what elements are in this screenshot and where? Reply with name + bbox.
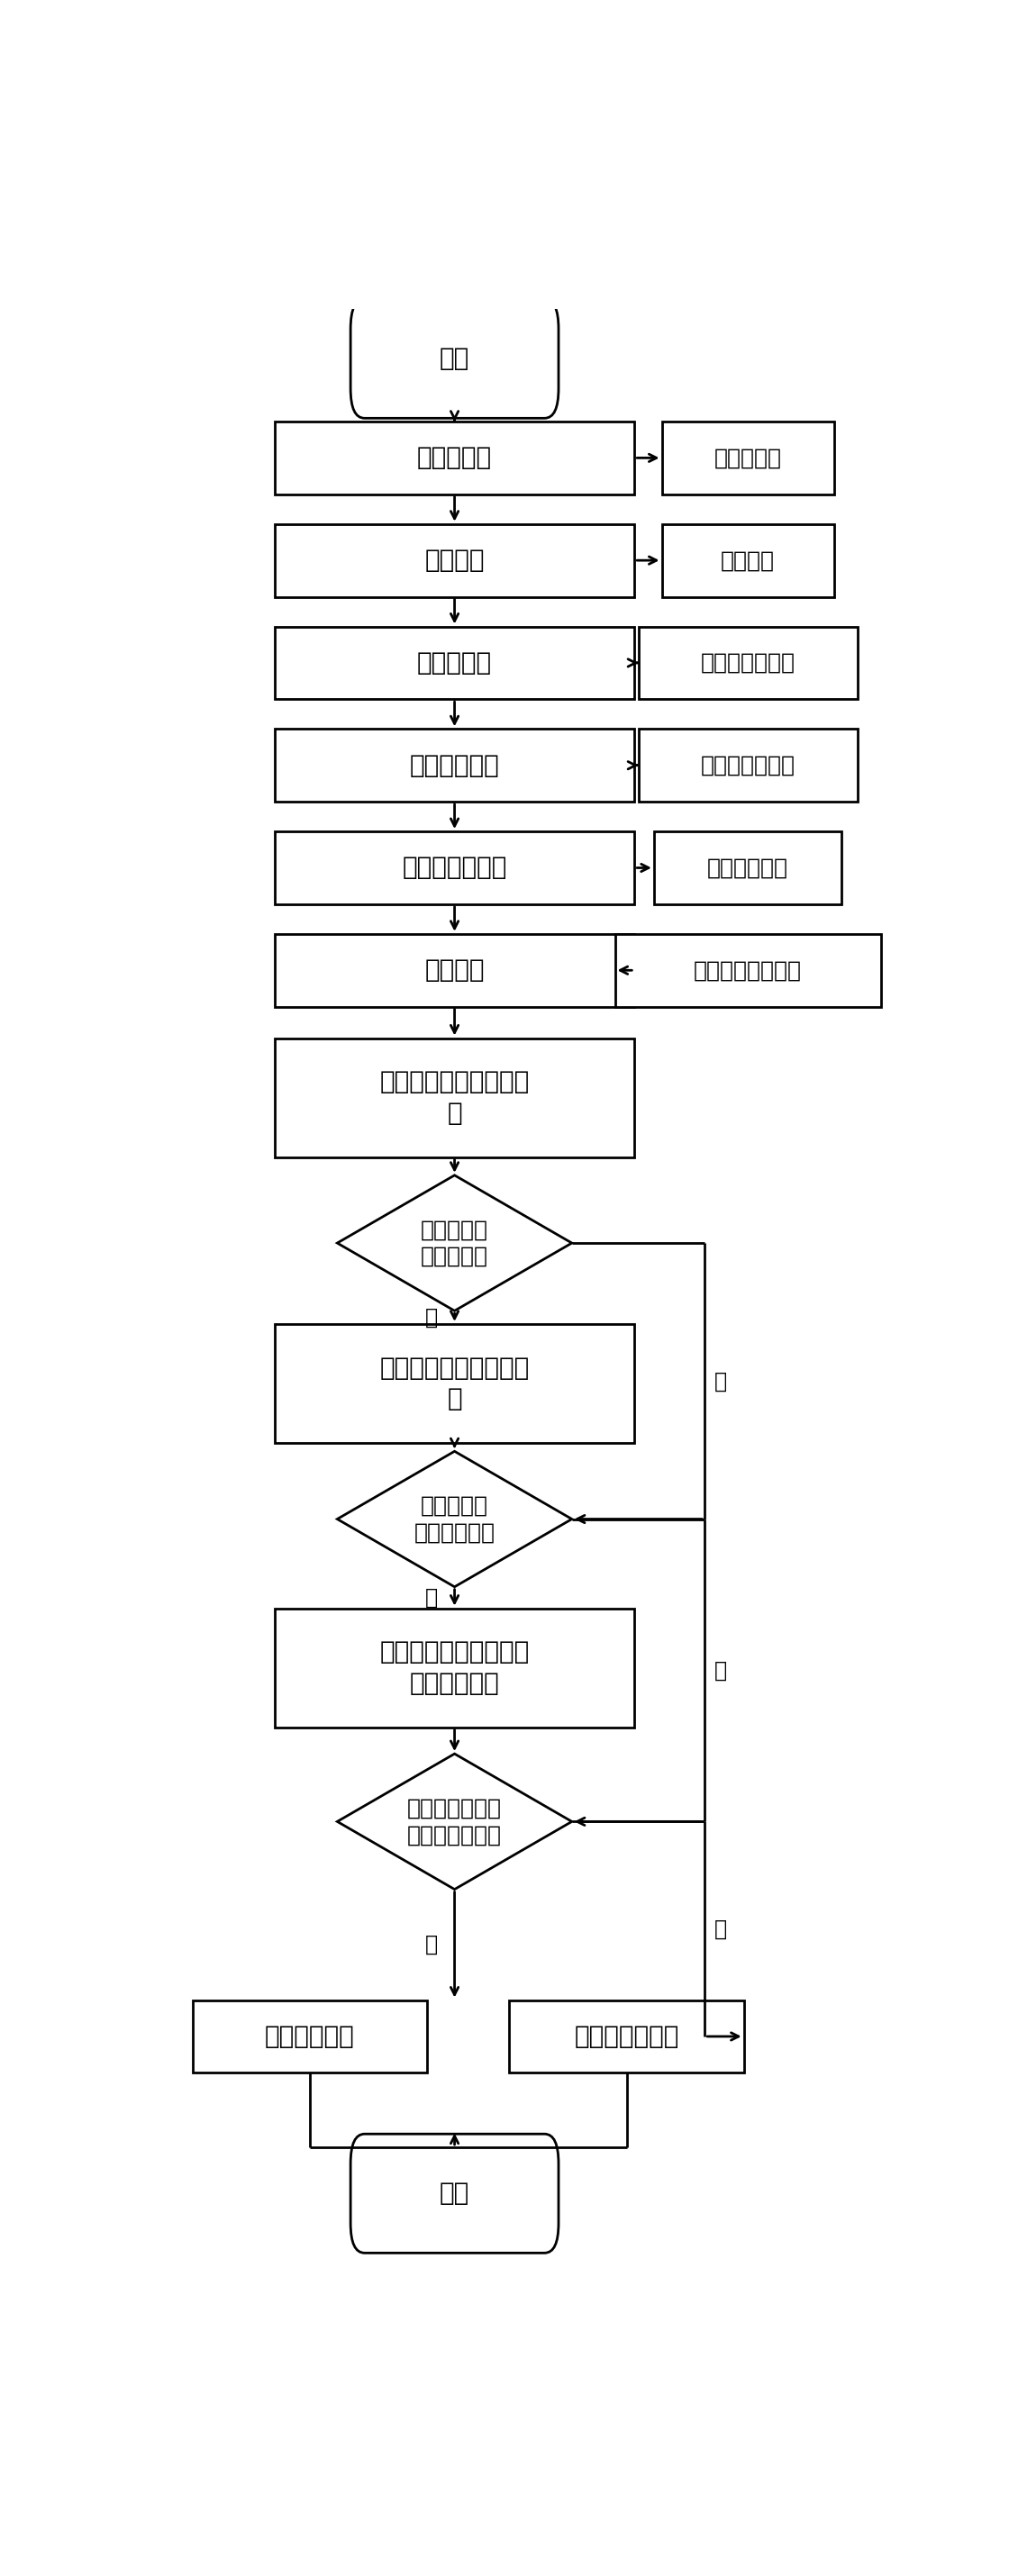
FancyBboxPatch shape bbox=[193, 1999, 427, 2074]
FancyBboxPatch shape bbox=[662, 422, 833, 495]
Polygon shape bbox=[337, 1450, 572, 1587]
Text: 车辆跟踪: 车辆跟踪 bbox=[425, 958, 484, 984]
FancyBboxPatch shape bbox=[639, 626, 858, 698]
FancyBboxPatch shape bbox=[274, 626, 635, 698]
Text: 最大类间方差法: 最大类间方差法 bbox=[700, 652, 795, 675]
Text: 加权平均法: 加权平均法 bbox=[714, 448, 782, 469]
Text: 当前距离是否小
于临界冲突距离: 当前距离是否小 于临界冲突距离 bbox=[408, 1798, 501, 1847]
Text: 计算临界冲突距离与当
前两车辆距离: 计算临界冲突距离与当 前两车辆距离 bbox=[379, 1641, 530, 1695]
Text: 构建视频背景: 构建视频背景 bbox=[410, 752, 499, 778]
FancyBboxPatch shape bbox=[654, 832, 842, 904]
FancyBboxPatch shape bbox=[274, 1607, 635, 1728]
FancyBboxPatch shape bbox=[274, 422, 635, 495]
Text: 先膨胀后腐蚀: 先膨胀后腐蚀 bbox=[707, 858, 788, 878]
Text: 混合高斯模型法: 混合高斯模型法 bbox=[700, 755, 795, 775]
FancyBboxPatch shape bbox=[274, 1038, 635, 1157]
Text: 否: 否 bbox=[714, 1659, 726, 1682]
Text: 车辆发生冲突: 车辆发生冲突 bbox=[265, 2025, 355, 2048]
Text: 图像滤波: 图像滤波 bbox=[425, 549, 484, 572]
FancyBboxPatch shape bbox=[614, 935, 881, 1007]
Text: 是: 是 bbox=[425, 1587, 437, 1607]
Text: 形态学滤波处理: 形态学滤波处理 bbox=[403, 855, 507, 881]
Text: 判断车辆是
否距离接近: 判断车辆是 否距离接近 bbox=[421, 1218, 488, 1267]
Text: 否: 否 bbox=[714, 1370, 726, 1391]
FancyBboxPatch shape bbox=[639, 729, 858, 801]
Text: 车辆未发生冲突: 车辆未发生冲突 bbox=[574, 2025, 679, 2048]
Text: 扩展卡尔曼滤波法: 扩展卡尔曼滤波法 bbox=[694, 958, 802, 981]
FancyBboxPatch shape bbox=[662, 523, 833, 598]
Text: 预测计算车辆间最短距
离: 预测计算车辆间最短距 离 bbox=[379, 1355, 530, 1412]
Polygon shape bbox=[337, 1754, 572, 1888]
Text: 是: 是 bbox=[425, 1306, 437, 1329]
Text: 结束: 结束 bbox=[440, 2182, 469, 2205]
FancyBboxPatch shape bbox=[350, 299, 559, 417]
Text: 判断车辆是
否有冲突可能: 判断车辆是 否有冲突可能 bbox=[414, 1494, 495, 1543]
FancyBboxPatch shape bbox=[510, 1999, 744, 2074]
FancyBboxPatch shape bbox=[274, 523, 635, 598]
Polygon shape bbox=[337, 1175, 572, 1311]
Text: 图像二值化: 图像二值化 bbox=[417, 649, 492, 675]
Text: 开始: 开始 bbox=[440, 345, 469, 371]
Text: 图像灰度化: 图像灰度化 bbox=[417, 446, 492, 471]
FancyBboxPatch shape bbox=[274, 832, 635, 904]
Text: 获取交通流轨迹速度参
数: 获取交通流轨迹速度参 数 bbox=[379, 1069, 530, 1126]
FancyBboxPatch shape bbox=[274, 1324, 635, 1443]
Text: 中值滤波: 中值滤波 bbox=[720, 549, 775, 572]
Text: 是: 是 bbox=[425, 1935, 437, 1955]
FancyBboxPatch shape bbox=[350, 2133, 559, 2254]
FancyBboxPatch shape bbox=[274, 935, 635, 1007]
Text: 否: 否 bbox=[714, 1919, 726, 1940]
FancyBboxPatch shape bbox=[274, 729, 635, 801]
